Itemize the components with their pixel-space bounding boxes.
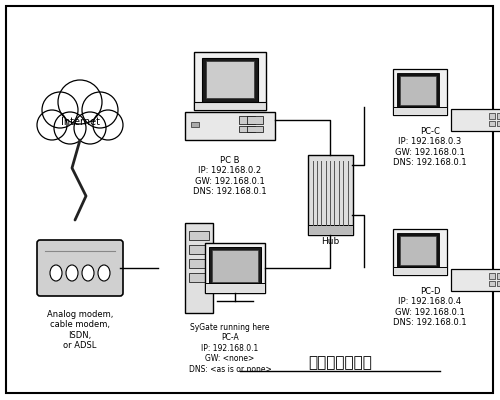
Bar xyxy=(393,107,447,115)
Bar xyxy=(489,113,495,119)
Circle shape xyxy=(93,110,123,140)
Bar xyxy=(400,236,436,265)
Ellipse shape xyxy=(98,265,110,281)
Bar xyxy=(451,109,500,131)
Bar xyxy=(191,122,199,127)
Bar xyxy=(248,116,264,124)
Bar xyxy=(185,223,213,313)
Circle shape xyxy=(82,92,118,128)
Text: Analog modem,
cable modem,
ISDN,
or ADSL: Analog modem, cable modem, ISDN, or ADSL xyxy=(47,310,113,350)
Bar xyxy=(189,273,209,282)
Circle shape xyxy=(42,92,78,128)
Bar xyxy=(489,121,495,126)
Bar xyxy=(205,283,265,293)
Bar xyxy=(185,112,275,140)
Bar xyxy=(194,52,266,110)
Bar xyxy=(206,61,254,98)
Text: 家庭网星型方案: 家庭网星型方案 xyxy=(308,355,372,370)
Bar xyxy=(189,245,209,254)
Bar xyxy=(451,269,500,291)
Text: Internet: Internet xyxy=(60,117,100,127)
Bar xyxy=(308,225,352,235)
Bar xyxy=(489,273,495,279)
Bar xyxy=(393,229,447,275)
Text: PC B
IP: 192.168.0.2
GW: 192.168.0.1
DNS: 192.168.0.1: PC B IP: 192.168.0.2 GW: 192.168.0.1 DNS… xyxy=(193,156,267,196)
Bar xyxy=(400,76,436,105)
Bar xyxy=(194,102,266,110)
Bar xyxy=(248,126,264,132)
Bar xyxy=(209,247,261,285)
Ellipse shape xyxy=(50,265,62,281)
Text: PC-C
IP: 192.168.0.3
GW: 192.168.0.1
DNS: 192.168.0.1: PC-C IP: 192.168.0.3 GW: 192.168.0.1 DNS… xyxy=(393,127,467,167)
Bar xyxy=(489,281,495,286)
Text: Hub: Hub xyxy=(321,237,339,246)
Bar xyxy=(212,250,258,282)
Bar xyxy=(240,116,256,124)
Bar xyxy=(240,126,256,132)
Circle shape xyxy=(37,110,67,140)
Bar xyxy=(393,267,447,275)
Bar xyxy=(497,281,500,286)
Bar xyxy=(205,243,265,293)
Bar xyxy=(497,273,500,279)
Ellipse shape xyxy=(82,265,94,281)
Bar xyxy=(308,155,352,235)
Bar xyxy=(397,233,439,268)
FancyBboxPatch shape xyxy=(37,240,123,296)
Bar xyxy=(189,259,209,268)
Bar xyxy=(497,113,500,119)
Text: PC-D
IP: 192.168.0.4
GW: 192.168.0.1
DNS: 192.168.0.1: PC-D IP: 192.168.0.4 GW: 192.168.0.1 DNS… xyxy=(393,287,467,327)
Bar xyxy=(397,73,439,108)
Bar xyxy=(393,69,447,115)
Circle shape xyxy=(58,80,102,124)
Circle shape xyxy=(74,112,106,144)
Circle shape xyxy=(54,112,86,144)
Bar xyxy=(202,58,258,102)
Bar xyxy=(497,121,500,126)
Bar xyxy=(189,231,209,240)
Text: SyGate running here
PC-A
IP: 192.168.0.1
GW: <none>
DNS: <as is or none>: SyGate running here PC-A IP: 192.168.0.1… xyxy=(188,323,272,374)
Ellipse shape xyxy=(66,265,78,281)
